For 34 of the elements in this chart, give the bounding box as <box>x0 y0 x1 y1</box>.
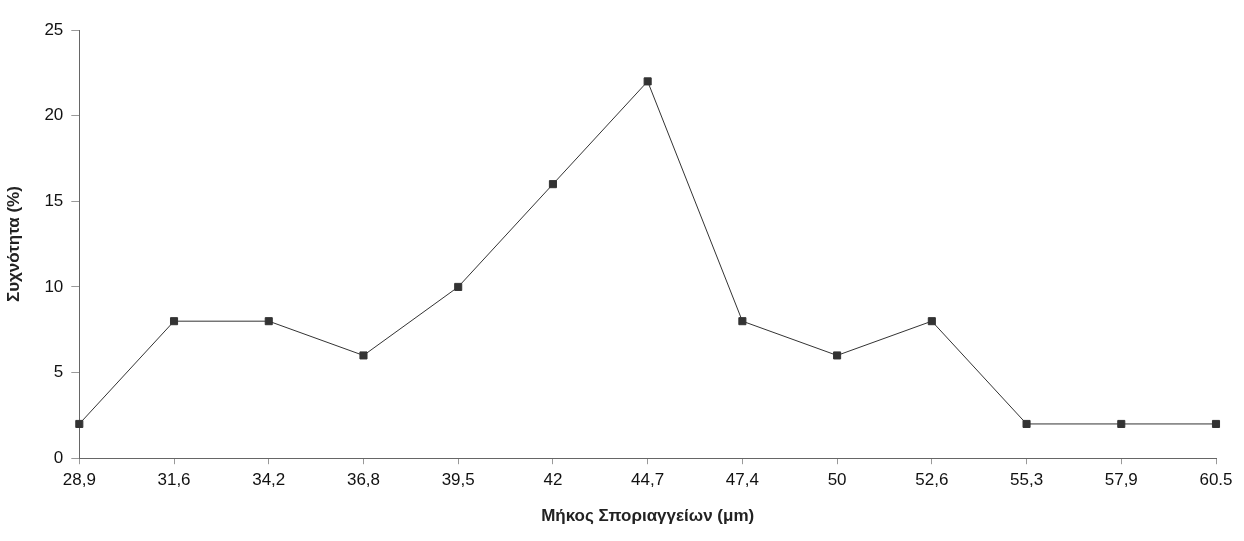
point <box>1117 419 1126 428</box>
x-tick-label: 57,9 <box>1104 470 1138 490</box>
point <box>548 180 557 189</box>
x-tick-label: 50 <box>827 470 847 490</box>
y-tick-label: 0 <box>53 447 64 467</box>
point <box>170 317 179 326</box>
point <box>927 317 936 326</box>
x-tick-label: 42 <box>543 470 563 490</box>
point <box>1022 419 1031 428</box>
x-tick-label: 28,9 <box>62 470 96 490</box>
y-axis-title: Συχνότητα (%) <box>3 186 23 303</box>
point <box>1211 419 1221 428</box>
x-tick-label: 47,4 <box>725 470 759 490</box>
point <box>454 282 463 291</box>
x-tick-label: 34,2 <box>252 470 286 490</box>
x-tick-label: 60.5 <box>1199 470 1233 490</box>
x-tick-label: 39,5 <box>441 470 475 490</box>
x-tick-label: 55,3 <box>1010 470 1044 490</box>
point <box>833 351 842 360</box>
x-tick-label: 31,6 <box>157 470 191 490</box>
x-tick-label: 52,6 <box>915 470 949 490</box>
point <box>643 77 652 86</box>
point <box>75 419 84 428</box>
x-tick-label: 36,8 <box>346 470 381 490</box>
x-tick-label: 44,7 <box>631 470 665 490</box>
point <box>264 317 273 326</box>
y-tick-label: 25 <box>44 19 64 39</box>
point <box>738 317 747 326</box>
x-axis-title: Μήκος Σποριαγγείων (μm) <box>541 506 755 526</box>
y-tick-label: 20 <box>44 105 64 125</box>
y-tick-label: 15 <box>44 190 64 210</box>
y-tick-label: 5 <box>53 362 64 382</box>
y-tick-label: 10 <box>44 276 64 296</box>
point <box>359 351 368 360</box>
